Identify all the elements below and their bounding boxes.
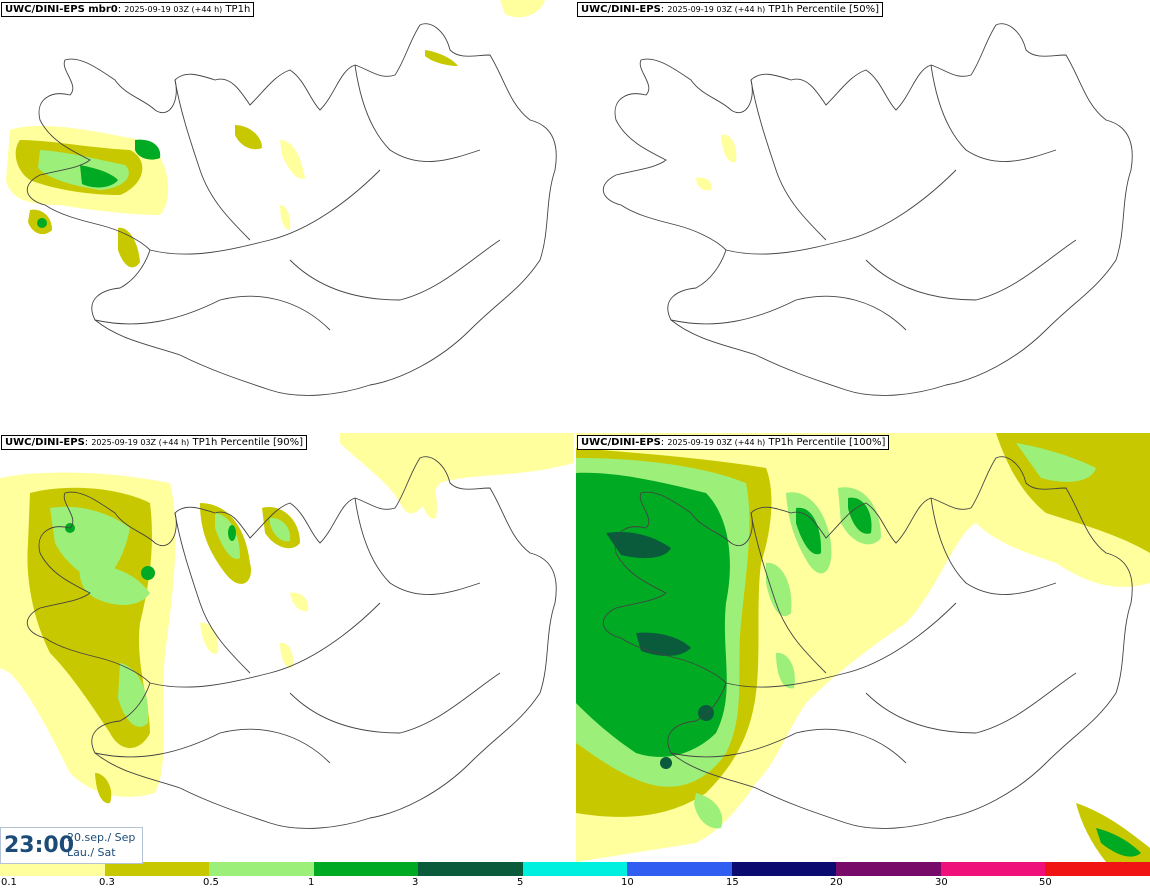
- legend-tick-label: 30: [935, 877, 948, 888]
- precip-layer: [6, 0, 545, 268]
- color-legend: 0.1 0.3 0.5 1 3 5 10 15 20 30 50: [0, 862, 1150, 891]
- legend-swatch: [418, 862, 523, 876]
- panel-title: UWC/DINI-EPS: 2025-09-19 03Z (+44 h) TP1…: [577, 435, 890, 450]
- map-panel-p50: UWC/DINI-EPS: 2025-09-19 03Z (+44 h) TP1…: [576, 0, 1150, 431]
- valid-time: 23:00: [4, 833, 75, 858]
- precip-layer: [696, 134, 737, 191]
- legend-swatch: [1045, 862, 1150, 876]
- legend-tick-label: 0.1: [1, 877, 17, 888]
- legend-swatch: [104, 862, 210, 876]
- coastline: [27, 456, 557, 829]
- legend-swatch: [940, 862, 1046, 876]
- legend-swatch: [0, 862, 105, 876]
- legend-tick-label: 20: [830, 877, 843, 888]
- panel-title: UWC/DINI-EPS: 2025-09-19 03Z (+44 h) TP1…: [1, 435, 308, 450]
- coastline: [603, 456, 1133, 829]
- legend-swatch: [209, 862, 314, 876]
- legend-tick-label: 10: [621, 877, 634, 888]
- legend-tick-label: 0.5: [203, 877, 219, 888]
- valid-date-line2: Lau./ Sat: [67, 846, 116, 859]
- legend-tick-label: 3: [412, 877, 419, 888]
- panel-title: UWC/DINI-EPS: 2025-09-19 03Z (+44 h) TP1…: [577, 2, 884, 17]
- valid-date-line1: 20.sep./ Sep: [67, 831, 136, 844]
- legend-swatch: [627, 862, 732, 876]
- map-panel-p90: UWC/DINI-EPS: 2025-09-19 03Z (+44 h) TP1…: [0, 433, 574, 862]
- coastline: [27, 23, 557, 396]
- legend-swatch: [522, 862, 628, 876]
- map-panel-p100: UWC/DINI-EPS: 2025-09-19 03Z (+44 h) TP1…: [576, 433, 1150, 862]
- legend-tick-label: 0.3: [99, 877, 115, 888]
- coastline: [603, 23, 1133, 396]
- legend-tick-label: 15: [726, 877, 739, 888]
- precip-map: [0, 433, 574, 829]
- precip-map: [603, 23, 1133, 396]
- legend-swatch: [731, 862, 837, 876]
- map-panel-member0: UWC/DINI-EPS mbr0: 2025-09-19 03Z (+44 h…: [0, 0, 574, 431]
- legend-tick-label: 1: [308, 877, 315, 888]
- legend-swatch: [313, 862, 419, 876]
- valid-time-box: 23:00 20.sep./ Sep Lau./ Sat: [0, 827, 143, 864]
- legend-tick-label: 50: [1039, 877, 1052, 888]
- legend-colorbar: [0, 862, 1150, 876]
- panel-title: UWC/DINI-EPS mbr0: 2025-09-19 03Z (+44 h…: [1, 2, 255, 17]
- precip-map: [576, 433, 1150, 862]
- precip-layer: [0, 433, 574, 804]
- legend-swatch: [836, 862, 941, 876]
- precip-map: [6, 0, 557, 396]
- precip-layer: [576, 433, 1150, 862]
- legend-tick-label: 5: [517, 877, 524, 888]
